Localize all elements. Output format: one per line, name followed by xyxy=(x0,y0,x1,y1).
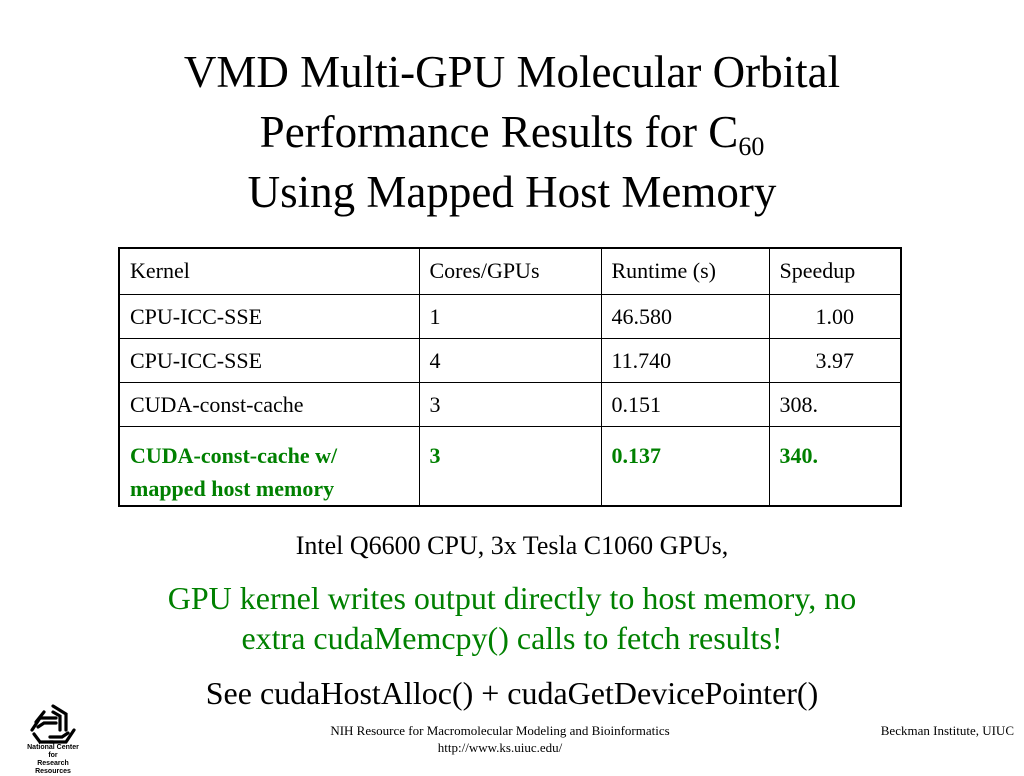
footer-institute: Beckman Institute, UIUC xyxy=(880,723,1014,738)
title-line-2: Performance Results for C60 xyxy=(0,102,1024,162)
results-table: Kernel Cores/GPUs Runtime (s) Speedup CP… xyxy=(118,247,902,507)
table-row: CPU-ICC-SSE 4 11.740 3.97 xyxy=(118,337,902,383)
highlight-note-line-1: GPU kernel writes output directly to hos… xyxy=(167,580,857,616)
title-line-1: VMD Multi-GPU Molecular Orbital xyxy=(183,47,841,97)
title-line-2-text: Performance Results for C xyxy=(259,107,739,157)
cell-kernel-line-2: mapped host memory xyxy=(130,475,335,501)
table-row: CUDA-const-cache 3 0.151 308. xyxy=(118,381,902,427)
cell-cores: 3 xyxy=(418,381,602,427)
cell-speedup: 340. xyxy=(768,425,902,506)
title-line-3: Using Mapped Host Memory xyxy=(247,167,777,217)
cell-cores: 4 xyxy=(418,337,602,383)
cell-speedup: 3.97 xyxy=(768,337,902,383)
see-also-note: See cudaHostAlloc() + cudaGetDevicePoint… xyxy=(205,675,819,711)
footer-resource-name: NIH Resource for Macromolecular Modeling… xyxy=(330,723,670,738)
header-cell-runtime: Runtime (s) xyxy=(600,247,770,295)
ncrr-logo-icon xyxy=(30,704,76,744)
slide-title: VMD Multi-GPU Molecular Orbital Performa… xyxy=(0,42,1024,222)
cell-cores: 1 xyxy=(418,293,602,339)
title-subscript: 60 xyxy=(738,132,765,161)
footer-center: NIH Resource for Macromolecular Modeling… xyxy=(250,722,750,756)
cell-speedup: 1.00 xyxy=(768,293,902,339)
cell-kernel-line-1: CUDA-const-cache w/ xyxy=(130,442,338,468)
cell-runtime: 0.151 xyxy=(600,381,770,427)
header-cell-kernel: Kernel xyxy=(118,247,420,295)
table-row-highlight: CUDA-const-cache w/mapped host memory 3 … xyxy=(118,425,902,506)
table-header-row: Kernel Cores/GPUs Runtime (s) Speedup xyxy=(118,247,902,295)
cell-runtime: 46.580 xyxy=(600,293,770,339)
cell-kernel: CUDA-const-cache w/mapped host memory xyxy=(118,425,420,506)
cell-speedup: 308. xyxy=(768,381,902,427)
cell-kernel: CUDA-const-cache xyxy=(118,381,420,427)
highlight-note: GPU kernel writes output directly to hos… xyxy=(0,578,1024,658)
cell-runtime: 11.740 xyxy=(600,337,770,383)
cell-cores: 3 xyxy=(418,425,602,506)
logo-text-line-1: National Center for xyxy=(27,744,79,759)
highlight-note-line-2: extra cudaMemcpy() calls to fetch result… xyxy=(241,620,783,656)
cell-kernel: CPU-ICC-SSE xyxy=(118,293,420,339)
hardware-note: Intel Q6600 CPU, 3x Tesla C1060 GPUs, xyxy=(295,531,729,560)
ncrr-logo-text: National Center for Research Resources xyxy=(22,744,84,776)
header-cell-cores: Cores/GPUs xyxy=(418,247,602,295)
cell-kernel: CPU-ICC-SSE xyxy=(118,337,420,383)
footer-url: http://www.ks.uiuc.edu/ xyxy=(437,740,563,755)
table-row: CPU-ICC-SSE 1 46.580 1.00 xyxy=(118,293,902,339)
header-cell-speedup: Speedup xyxy=(768,247,902,295)
cell-runtime: 0.137 xyxy=(600,425,770,506)
